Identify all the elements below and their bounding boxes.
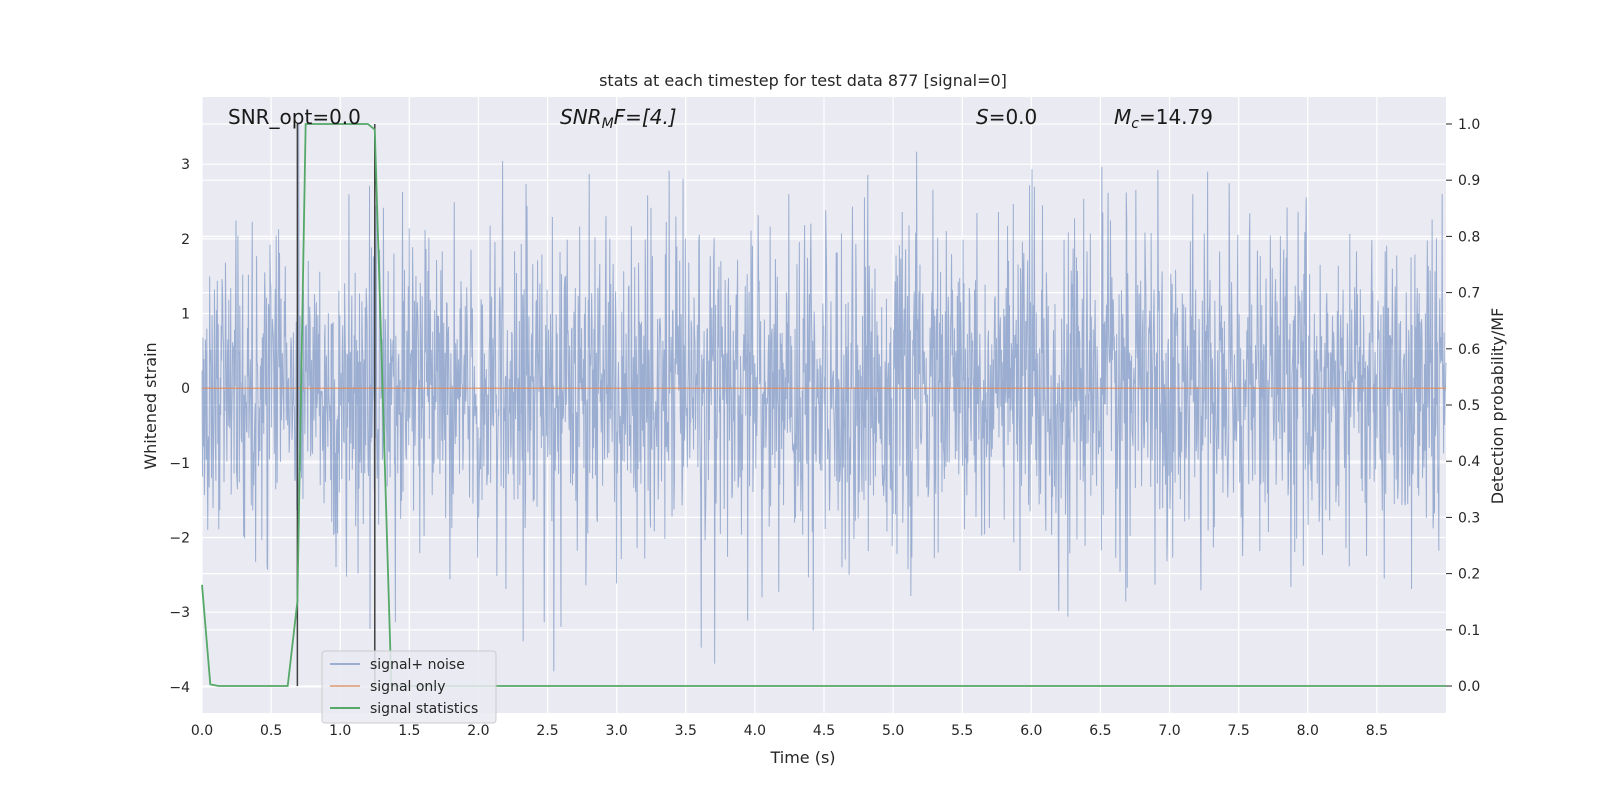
signal-noise-line <box>201 123 1447 672</box>
x-tick-label: 6.5 <box>1089 723 1111 739</box>
legend-label-stats: signal statistics <box>370 701 478 717</box>
legend-label-signal: signal only <box>370 679 445 695</box>
legend: signal+ noise signal only signal statist… <box>321 650 497 724</box>
y2-tick-label: 0.4 <box>1458 454 1480 470</box>
x-axis-ticks: 0.0 0.5 1.0 1.5 2.0 2.5 3.0 3.5 4.0 4.5 5.0 5.5 6.0 6… <box>191 723 1388 739</box>
x-tick-label: 7.5 <box>1228 723 1250 739</box>
chart-title: stats at each timestep for test data 877… <box>599 71 1007 90</box>
x-axis-label: Time (s) <box>769 748 835 767</box>
annotation-snr-mf: SNRMF=[4.] <box>560 105 677 132</box>
y2-tick-label: 0.9 <box>1458 173 1480 189</box>
y-axis-label: Whitened strain <box>141 342 160 469</box>
x-tick-label: 4.5 <box>813 723 835 739</box>
y2-axis-label: Detection probability/MF <box>1488 308 1507 505</box>
x-tick-label: 1.5 <box>398 723 420 739</box>
y-tick-label: 2 <box>181 232 190 248</box>
x-tick-label: 3.0 <box>606 723 628 739</box>
signal-noise-series <box>201 123 1447 672</box>
y-tick-label: −3 <box>169 605 190 621</box>
x-tick-label: 4.0 <box>744 723 766 739</box>
y2-tick-label: 1.0 <box>1458 117 1480 133</box>
x-tick-label: 7.0 <box>1158 723 1180 739</box>
y-tick-label: −1 <box>169 456 190 472</box>
y2-axis-ticks: 1.0 0.9 0.8 0.7 0.6 0.5 0.4 0.3 0.2 0.1 0.0 <box>1446 117 1480 695</box>
y2-tick-label: 0.8 <box>1458 229 1480 245</box>
legend-box <box>321 650 497 724</box>
legend-label-noise: signal+ noise <box>370 657 465 673</box>
x-tick-label: 0.0 <box>191 723 213 739</box>
x-tick-label: 5.5 <box>951 723 973 739</box>
x-tick-label: 2.0 <box>467 723 489 739</box>
annotation-mc: Mc=14.79 <box>1114 105 1213 132</box>
y2-tick-label: 0.3 <box>1458 510 1480 526</box>
y2-tick-label: 0.6 <box>1458 342 1480 358</box>
y-tick-label: −2 <box>169 531 190 547</box>
y2-tick-label: 0.1 <box>1458 623 1480 639</box>
x-tick-label: 2.5 <box>536 723 558 739</box>
y2-tick-label: 0.0 <box>1458 679 1480 695</box>
y-tick-label: 0 <box>181 381 190 397</box>
x-tick-label: 3.5 <box>675 723 697 739</box>
x-tick-label: 0.5 <box>260 723 282 739</box>
x-tick-label: 1.0 <box>329 723 351 739</box>
annotation-s: S=0.0 <box>976 105 1037 129</box>
y-tick-label: −4 <box>169 680 190 696</box>
y-axis-ticks: 3 2 1 0 −1 −2 −3 −4 <box>169 157 190 696</box>
x-tick-label: 8.5 <box>1366 723 1388 739</box>
y2-tick-label: 0.2 <box>1458 567 1480 583</box>
annotation-snr-opt: SNR_opt=0.0 <box>228 105 361 129</box>
y-tick-label: 3 <box>181 157 190 173</box>
y-tick-label: 1 <box>181 307 190 323</box>
x-tick-label: 5.0 <box>882 723 904 739</box>
y2-tick-label: 0.5 <box>1458 398 1480 414</box>
x-tick-label: 8.0 <box>1297 723 1319 739</box>
x-tick-label: 6.0 <box>1020 723 1042 739</box>
y2-tick-label: 0.7 <box>1458 286 1480 302</box>
